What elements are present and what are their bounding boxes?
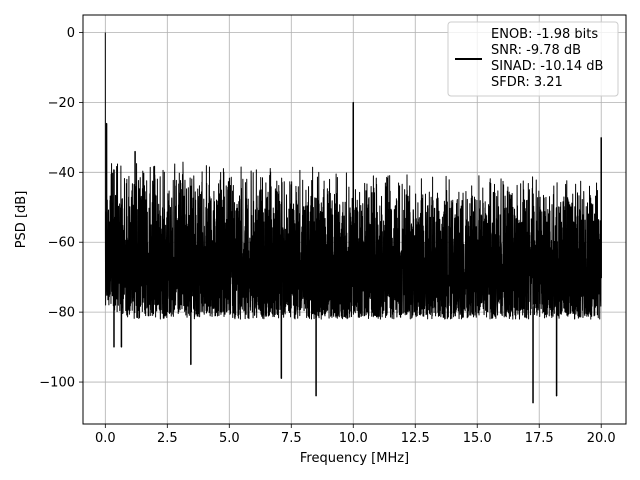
x-tick-label: 2.5 bbox=[157, 431, 178, 446]
legend-sfdr: SFDR: 3.21 bbox=[491, 75, 563, 90]
legend-enob: ENOB: -1.98 bits bbox=[491, 27, 598, 42]
y-tick-label: 0 bbox=[67, 26, 75, 41]
x-tick-label: 10.0 bbox=[339, 431, 368, 446]
legend-box bbox=[447, 21, 619, 97]
plot-area bbox=[104, 32, 602, 404]
y-axis-ticks: 0 −20 −40 −60 −80 −100 bbox=[39, 26, 83, 391]
legend-sinad: SINAD: -10.14 dB bbox=[491, 59, 603, 74]
y-tick-label: −40 bbox=[48, 166, 75, 181]
y-tick-label: −60 bbox=[48, 236, 75, 251]
y-axis-label: PSD [dB] bbox=[14, 191, 29, 249]
x-axis-ticks: 0.0 2.5 5.0 7.5 10.0 12.5 15.0 17.5 20.0 bbox=[95, 424, 616, 446]
y-tick-label: −80 bbox=[48, 306, 75, 321]
x-tick-label: 0.0 bbox=[95, 431, 116, 446]
axes-frame bbox=[82, 14, 627, 425]
x-tick-label: 5.0 bbox=[219, 431, 240, 446]
y-tick-label: −20 bbox=[48, 96, 75, 111]
legend-snr: SNR: -9.78 dB bbox=[491, 43, 581, 58]
x-tick-label: 20.0 bbox=[587, 431, 616, 446]
psd-series-line bbox=[104, 32, 602, 404]
x-tick-label: 17.5 bbox=[525, 431, 554, 446]
y-tick-label: −100 bbox=[39, 376, 75, 391]
x-axis-label: Frequency [MHz] bbox=[300, 451, 409, 466]
legend: ENOB: -1.98 bits SNR: -9.78 dB SINAD: -1… bbox=[447, 21, 619, 97]
x-tick-label: 12.5 bbox=[401, 431, 430, 446]
x-tick-label: 15.0 bbox=[463, 431, 492, 446]
x-tick-label: 7.5 bbox=[281, 431, 302, 446]
